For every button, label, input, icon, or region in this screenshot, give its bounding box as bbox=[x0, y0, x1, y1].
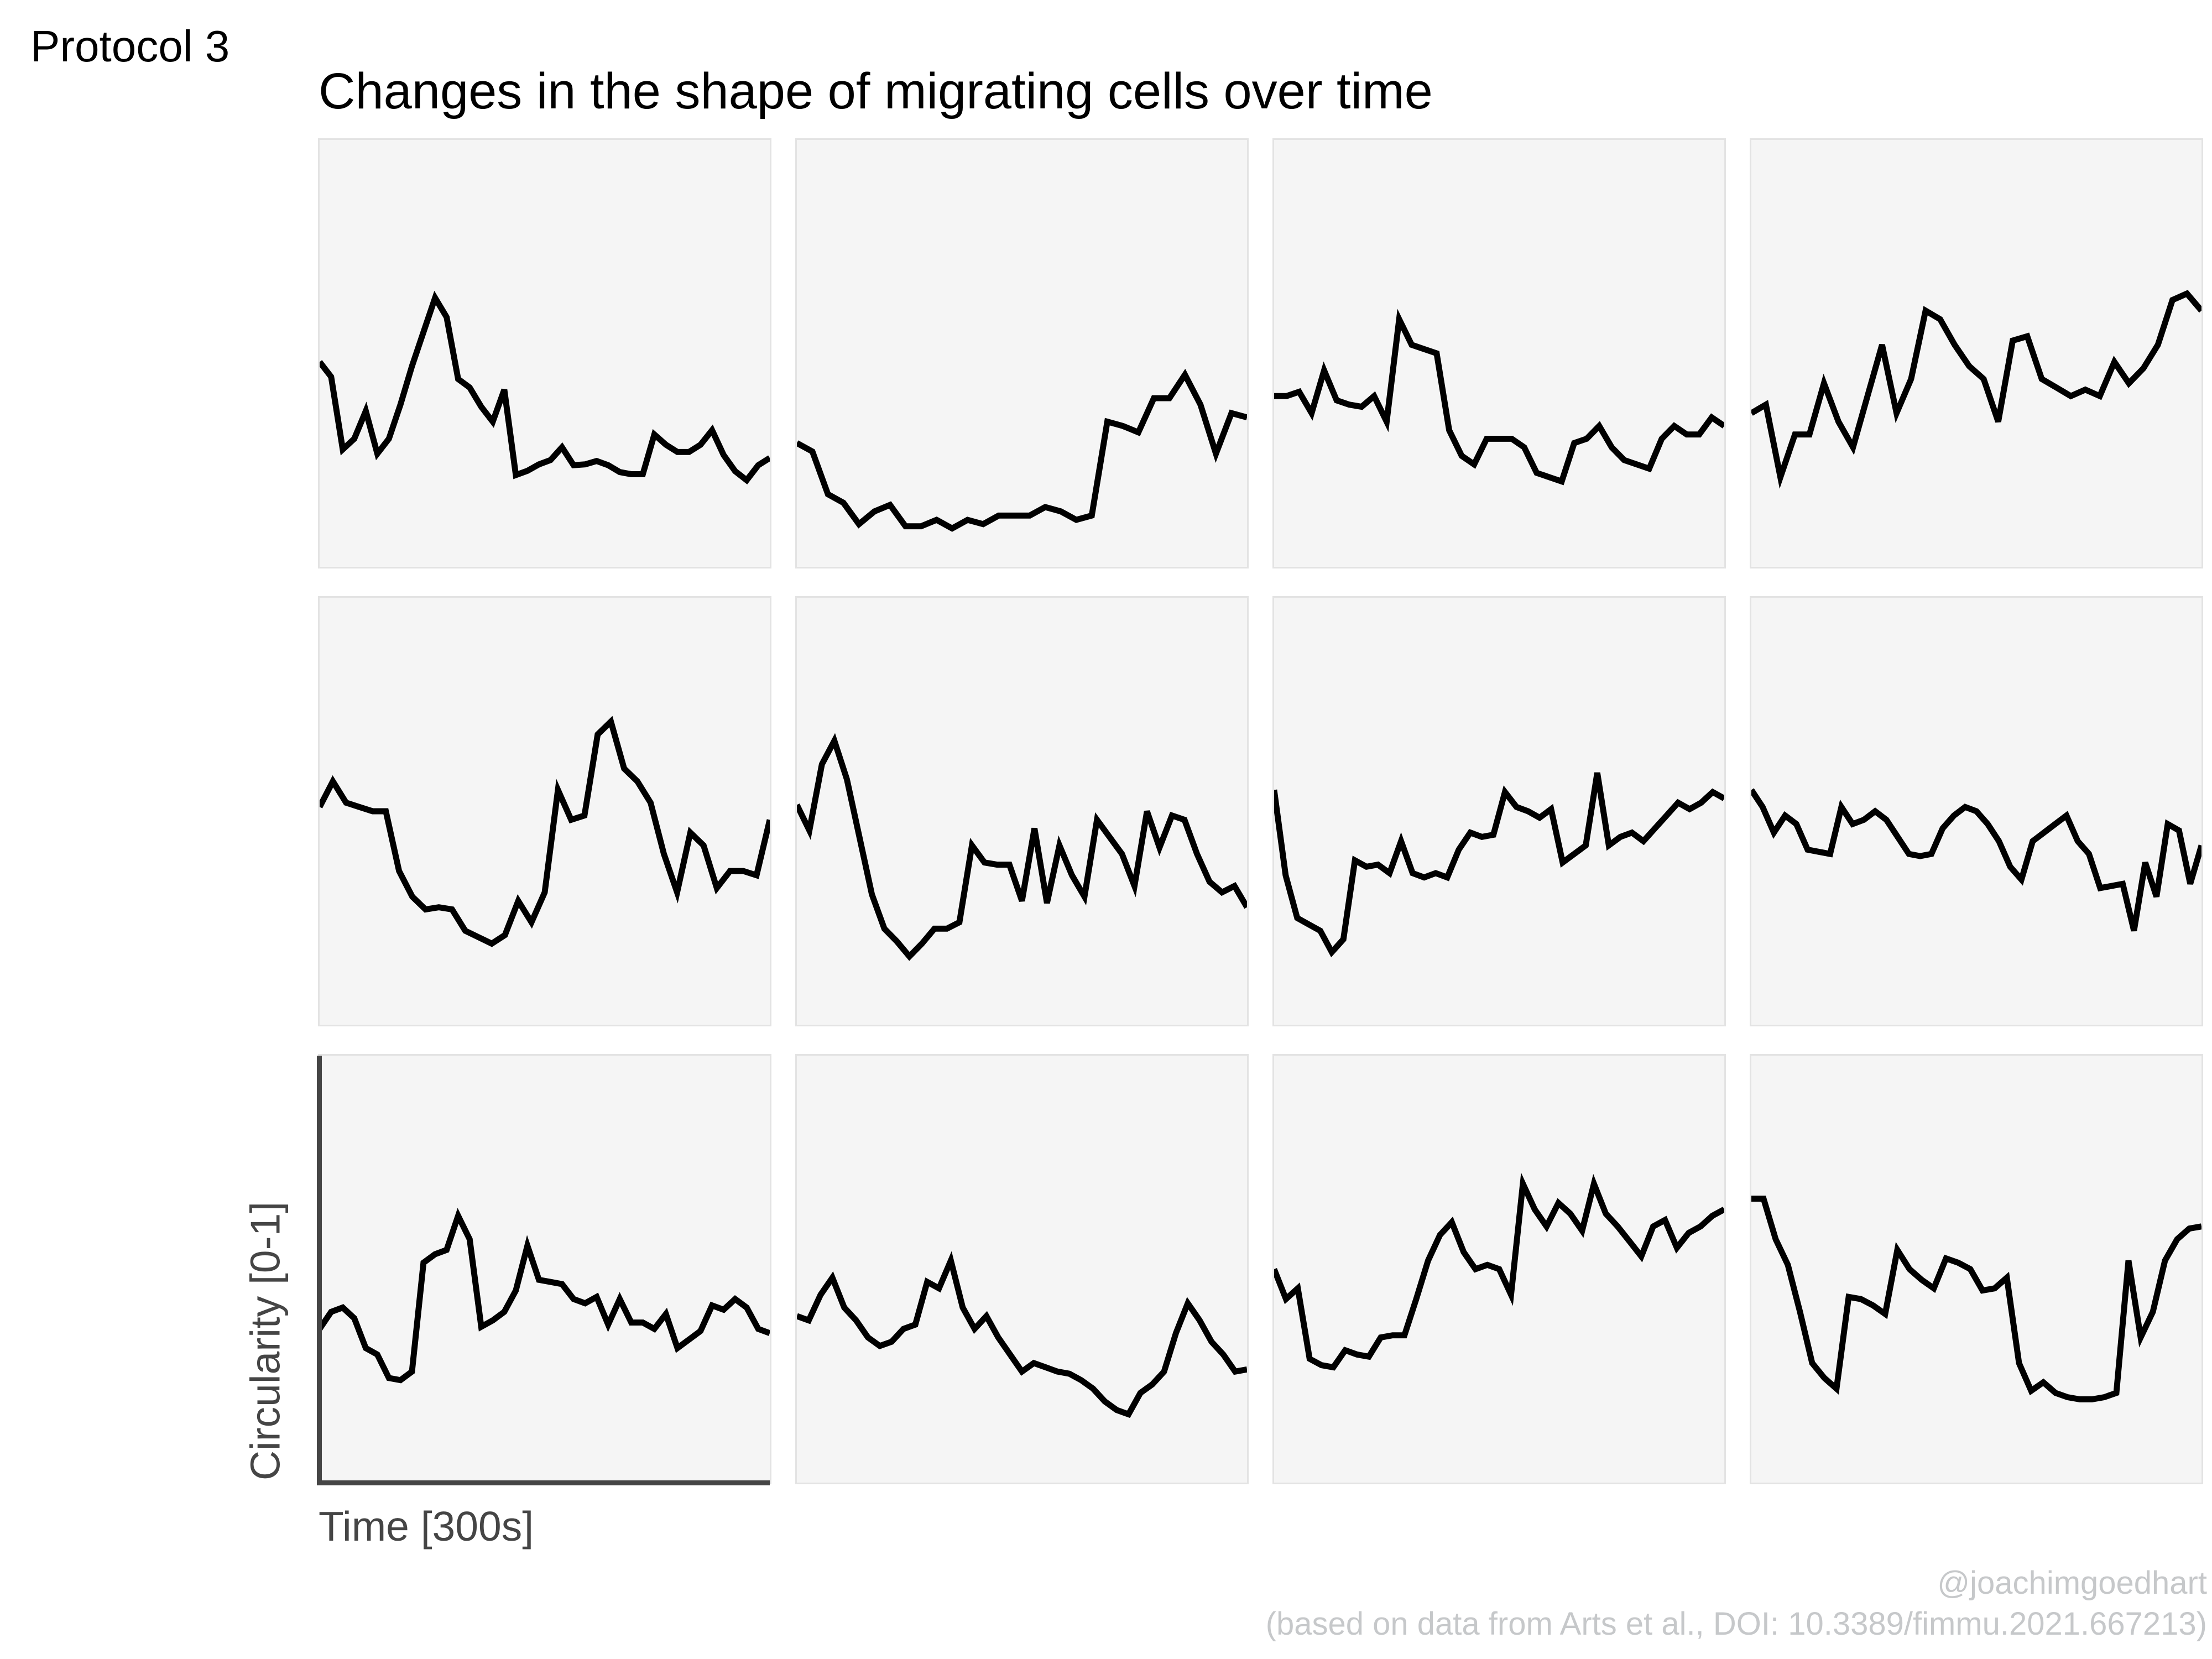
panel-plot-area bbox=[797, 733, 1247, 961]
cell-shape-trace bbox=[1751, 290, 2201, 489]
panel-plot-area bbox=[1274, 1172, 1724, 1371]
x-axis-line bbox=[317, 1480, 770, 1485]
x-axis-title: Time [300s] bbox=[319, 1503, 534, 1550]
attribution-handle: @joachimgoedhart bbox=[1937, 1565, 2207, 1601]
cell-shape-trace bbox=[1274, 309, 1724, 486]
panel-plot-area bbox=[1751, 1196, 2201, 1402]
chart-title: Changes in the shape of migrating cells … bbox=[319, 63, 1433, 119]
cell-shape-trace bbox=[797, 1251, 1247, 1418]
cell-shape-trace bbox=[797, 733, 1247, 961]
panel-plot-area bbox=[320, 290, 770, 484]
cell-shape-trace bbox=[320, 1208, 770, 1384]
facet-panel-r1c3 bbox=[1272, 138, 1726, 568]
cell-shape-trace bbox=[320, 716, 770, 947]
facet-panel-r2c3 bbox=[1272, 596, 1726, 1026]
cell-shape-trace bbox=[1751, 1196, 2201, 1402]
panel-plot-area bbox=[1274, 772, 1724, 958]
cell-shape-trace bbox=[1274, 1172, 1724, 1371]
attribution-source: (based on data from Arts et al., DOI: 10… bbox=[1265, 1605, 2207, 1642]
y-axis-title: Circularity [0-1] bbox=[242, 1201, 289, 1481]
panel-plot-area bbox=[797, 1251, 1247, 1418]
panel-plot-area bbox=[1751, 290, 2201, 489]
attribution: @joachimgoedhart (based on data from Art… bbox=[1266, 1563, 2207, 1644]
cell-shape-trace bbox=[797, 368, 1247, 532]
panel-plot-area bbox=[320, 716, 770, 947]
facet-panel-r3c3 bbox=[1272, 1054, 1726, 1484]
cell-shape-trace bbox=[320, 290, 770, 484]
facet-panel-r1c1 bbox=[318, 138, 771, 568]
panel-plot-area bbox=[320, 1208, 770, 1384]
facet-panel-r1c4 bbox=[1750, 138, 2203, 568]
facet-panel-r3c2 bbox=[795, 1054, 1249, 1484]
facet-title: Protocol 3 bbox=[30, 22, 230, 71]
facet-panel-r2c2 bbox=[795, 596, 1249, 1026]
panel-plot-area bbox=[1751, 788, 2201, 932]
facet-panel-r3c4 bbox=[1750, 1054, 2203, 1484]
y-axis-line bbox=[317, 1056, 322, 1485]
panel-plot-area bbox=[797, 368, 1247, 532]
facet-panel-r2c4 bbox=[1750, 596, 2203, 1026]
facet-panel-r1c2 bbox=[795, 138, 1249, 568]
panel-plot-area bbox=[1274, 309, 1724, 486]
cell-shape-trace bbox=[1751, 788, 2201, 932]
facet-panel-r3c1 bbox=[317, 1054, 771, 1485]
cell-shape-trace bbox=[1274, 772, 1724, 958]
facet-grid bbox=[317, 138, 2203, 1485]
facet-panel-r2c1 bbox=[318, 596, 771, 1026]
